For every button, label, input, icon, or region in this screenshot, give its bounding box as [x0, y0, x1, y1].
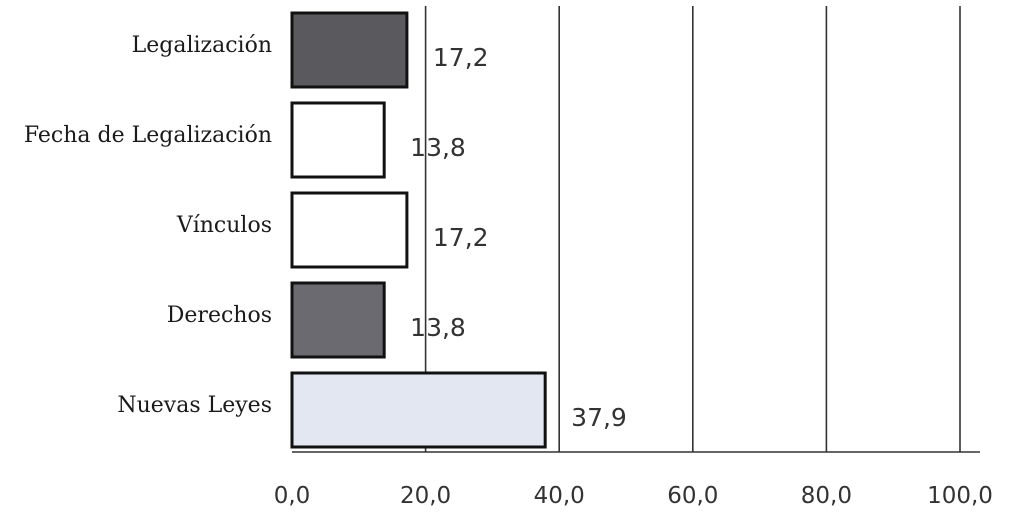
- category-label-2: Vínculos: [176, 213, 272, 238]
- bar-4: [290, 371, 547, 449]
- bars: [290, 11, 547, 449]
- value-label-3: 13,8: [410, 313, 466, 342]
- x-axis-ticks: 0,0 20,0 40,0 60,0 80,0 100,0: [274, 483, 993, 509]
- category-label-3: Derechos: [167, 303, 272, 328]
- category-labels: Legalización Fecha de Legalización Vínculo…: [24, 33, 272, 418]
- x-tick-label-2: 40,0: [534, 483, 585, 509]
- category-label-0: Legalización: [132, 33, 272, 58]
- value-labels: 17,2 13,8 17,2 13,8 37,9: [410, 43, 627, 432]
- value-label-4: 37,9: [571, 403, 627, 432]
- bar-3: [290, 281, 386, 359]
- category-label-4: Nuevas Leyes: [117, 393, 272, 418]
- x-tick-label-3: 60,0: [667, 483, 718, 509]
- value-label-2: 17,2: [433, 223, 489, 252]
- bar-0: [290, 11, 409, 89]
- bar-2: [290, 191, 409, 269]
- x-tick-label-5: 100,0: [927, 483, 993, 509]
- value-label-1: 13,8: [410, 133, 466, 162]
- bar-1: [290, 101, 386, 179]
- value-label-0: 17,2: [433, 43, 489, 72]
- category-label-1: Fecha de Legalización: [24, 123, 272, 148]
- x-tick-label-0: 0,0: [274, 483, 311, 509]
- x-tick-label-1: 20,0: [400, 483, 451, 509]
- x-tick-label-4: 80,0: [801, 483, 852, 509]
